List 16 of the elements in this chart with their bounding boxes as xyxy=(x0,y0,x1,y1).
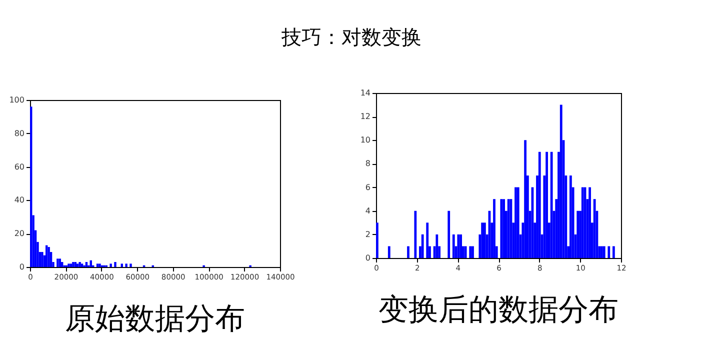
y-tick-label: 12 xyxy=(360,112,370,122)
text: 变换后的数据分布 xyxy=(378,292,618,328)
y-tick-label: 2 xyxy=(365,230,370,239)
text: 原始数据分布 xyxy=(65,302,245,336)
y-tick-label: 6 xyxy=(365,182,370,192)
y-tick-label: 0 xyxy=(365,254,370,262)
y-tick-label: 14 xyxy=(360,88,370,98)
y-tick-label: 4 xyxy=(365,206,370,216)
y-tick-label: 40 xyxy=(14,196,24,205)
y-tick-label: 80 xyxy=(14,128,24,138)
y-tick-label: 100 xyxy=(9,96,24,104)
text: 技巧：对数变换 xyxy=(280,24,422,51)
y-tick-label: 10 xyxy=(360,136,370,145)
y-tick-label: 60 xyxy=(14,162,24,172)
y-tick-label: 8 xyxy=(365,159,370,168)
y-tick-label: 20 xyxy=(14,229,24,238)
